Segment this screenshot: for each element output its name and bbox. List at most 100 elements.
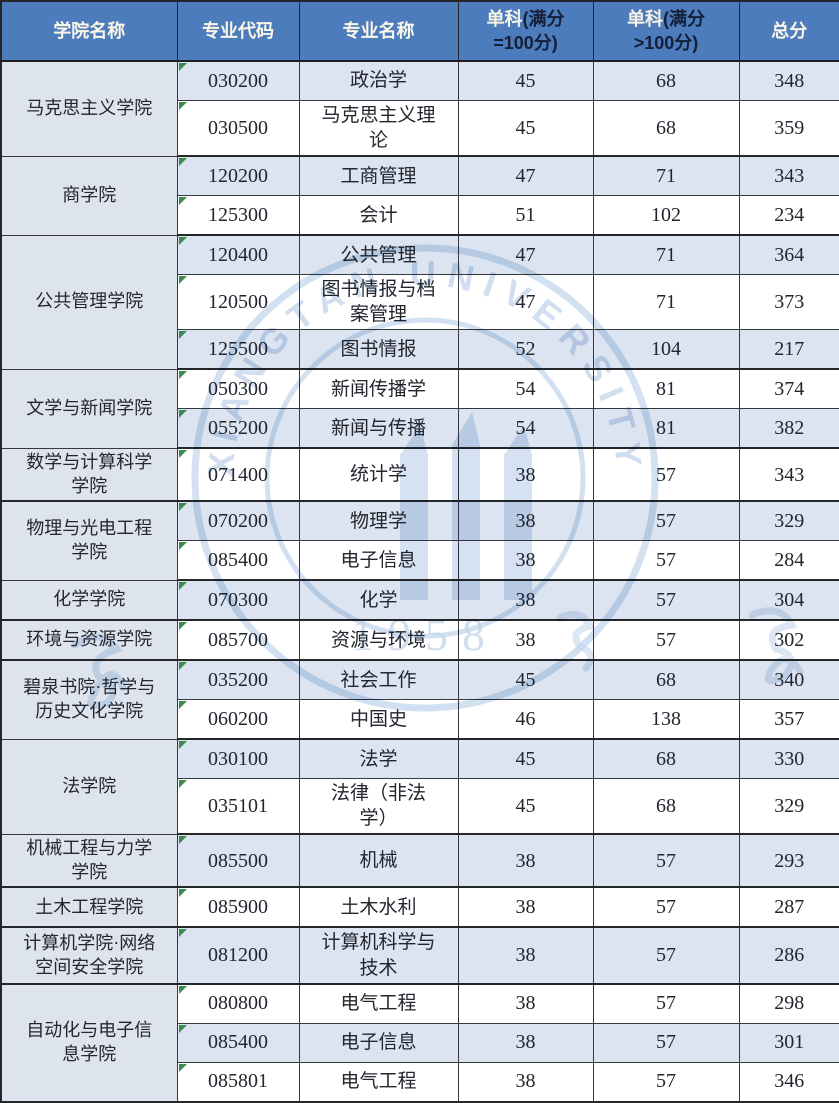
total-cell: 343 [738,155,839,197]
score-gt-cell: 57 [592,926,740,985]
score-eq-cell: 47 [457,155,594,197]
table-row: 商学院 120200 工商管理 47 71 343 [0,155,839,236]
table-row: 化学学院 070300 化学 38 57 304 [0,579,839,622]
score-gt-cell: 57 [592,833,740,889]
header-single-eq100-rest: (满分 [522,8,565,29]
major-cell: 政治学 [298,60,459,101]
score-gt-cell: 71 [592,234,740,276]
score-eq-cell: 46 [457,699,594,741]
table-row: 环境与资源学院 085700 资源与环境 38 57 302 [0,619,839,662]
header-code: 专业代码 [176,0,300,62]
score-gt-cell: 68 [592,778,740,836]
score-eq-cell: 38 [457,886,594,929]
total-cell: 382 [738,408,839,450]
table-row: 030500 马克思主义理 论 45 68 359 [1,100,839,158]
code-cell: 120200 [176,155,300,197]
total-cell: 359 [738,100,839,158]
total-cell: 301 [738,1022,839,1063]
table-row: 035101 法律（非法 学） 45 68 329 [1,778,839,836]
total-cell: 357 [738,699,839,741]
code-cell: 070200 [176,500,300,542]
major-cell: 物理学 [298,500,459,542]
score-eq-cell: 38 [457,983,594,1024]
code-cell: 080800 [176,983,300,1024]
major-cell: 会计 [298,195,459,237]
major-cell: 公共管理 [298,234,459,276]
major-cell: 电气工程 [298,1061,459,1103]
code-cell: 035101 [176,778,300,836]
major-cell: 电子信息 [298,540,459,582]
college-name-cell: 环境与资源学院 [0,619,178,662]
major-cell: 机械 [298,833,459,889]
total-cell: 330 [738,738,839,780]
score-gt-cell: 57 [592,1022,740,1063]
header-single-gt100-rest: (满分 [663,8,705,29]
total-cell: 304 [738,579,839,622]
score-eq-cell: 47 [457,234,594,276]
code-cell: 055200 [176,408,300,450]
score-eq-cell: 45 [457,60,594,101]
header-single-gt100-prefix: 单科 [627,8,663,29]
score-gt-cell: 68 [592,100,740,158]
header-college: 学院名称 [0,0,178,62]
score-gt-cell: 81 [592,368,740,410]
total-cell: 374 [738,368,839,410]
total-cell: 373 [738,274,839,331]
score-eq-cell: 38 [457,540,594,582]
score-eq-cell: 38 [457,500,594,542]
college-name-cell: 物理与光电工程 学院 [0,500,178,581]
score-gt-cell: 138 [592,699,740,741]
score-eq-cell: 38 [457,447,594,503]
major-cell: 中国史 [298,699,459,741]
score-eq-cell: 38 [457,1022,594,1063]
college-name-cell: 文学与新闻学院 [0,368,178,449]
total-cell: 287 [738,886,839,929]
header-total: 总分 [738,0,839,62]
code-cell: 085801 [176,1061,300,1103]
score-gt-cell: 57 [592,619,740,662]
college-name-cell: 自动化与电子信 息学院 [0,983,178,1103]
major-cell: 新闻与传播 [298,408,459,450]
major-cell: 电子信息 [298,1022,459,1063]
table-row: 数学与计算科学 学院 071400 统计学 38 57 343 [0,447,839,503]
header-single-eq100-line2: =100分) [493,33,558,53]
code-cell: 120500 [176,274,300,331]
major-cell: 马克思主义理 论 [298,100,459,158]
total-cell: 343 [738,447,839,503]
score-eq-cell: 52 [457,329,594,371]
score-eq-cell: 38 [457,619,594,662]
code-cell: 125300 [176,195,300,237]
score-gt-cell: 68 [592,659,740,701]
header-single-gt100-line2: >100分) [633,33,699,53]
header-row: 学院名称 专业代码 专业名称 单科(满分 =100分) 单科(满分 >100分) 总… [0,0,839,62]
total-cell: 346 [738,1061,839,1103]
major-cell: 图书情报与档 案管理 [298,274,459,331]
table-row: 文学与新闻学院 050300 新闻传播学 54 81 374 [0,368,839,449]
code-cell: 070300 [176,579,300,622]
major-cell: 电气工程 [298,983,459,1024]
score-gt-cell: 68 [592,738,740,780]
score-eq-cell: 54 [457,408,594,450]
header-single-eq100-prefix: 单科 [486,8,523,29]
code-cell: 030200 [176,60,300,101]
code-cell: 030100 [176,738,300,780]
college-name-cell: 化学学院 [0,579,178,622]
major-cell: 资源与环境 [298,619,459,662]
score-eq-cell: 51 [457,195,594,237]
score-gt-cell: 57 [592,540,740,582]
total-cell: 340 [738,659,839,701]
code-cell: 085400 [176,1022,300,1063]
major-cell: 社会工作 [298,659,459,701]
total-cell: 298 [738,983,839,1024]
code-cell: 060200 [176,699,300,741]
score-eq-cell: 38 [457,1061,594,1103]
score-eq-cell: 38 [457,579,594,622]
total-cell: 329 [738,778,839,836]
total-cell: 234 [738,195,839,237]
college-name-cell: 数学与计算科学 学院 [0,447,178,503]
table-row: 计算机学院·网络 空间安全学院 081200 计算机科学与 技术 38 57 286 [0,926,839,985]
code-cell: 085700 [176,619,300,662]
score-gt-cell: 57 [592,447,740,503]
score-eq-cell: 38 [457,926,594,985]
